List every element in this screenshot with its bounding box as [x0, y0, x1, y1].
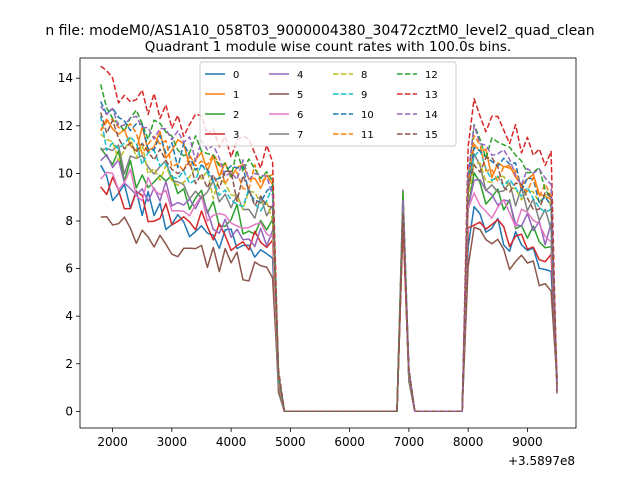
legend-label-14: 14: [425, 110, 438, 121]
axes-frame: [79, 57, 577, 429]
series-line-9: [99, 115, 558, 413]
x-tick-label: 4000: [216, 435, 247, 449]
series-line-4: [100, 153, 558, 413]
y-tick-label: 2: [65, 357, 73, 371]
legend-label-4: 4: [297, 70, 303, 81]
y-tick-label: 4: [65, 309, 73, 323]
chart-title: Quadrant 1 module wise count rates with …: [145, 39, 511, 55]
series-line-8: [100, 133, 558, 413]
series-layer: [99, 65, 558, 413]
y-tick-label: 0: [65, 404, 73, 418]
x-axis: 2000 3000 4000 5000 6000 7000 8000 9000: [97, 428, 543, 449]
series-line-5: [100, 202, 558, 413]
series-line-1: [100, 118, 558, 413]
legend-label-10: 10: [361, 110, 374, 121]
series-line-14: [100, 105, 558, 413]
legend-frame: [199, 61, 457, 147]
x-tick-label: 2000: [97, 435, 128, 449]
x-tick-label: 5000: [275, 435, 306, 449]
legend-label-1: 1: [233, 90, 239, 101]
legend-label-7: 7: [297, 130, 303, 141]
legend-label-5: 5: [297, 90, 303, 101]
legend-label-3: 3: [233, 130, 239, 141]
series-line-15: [99, 112, 558, 413]
y-tick-label: 14: [58, 71, 73, 85]
legend-label-15: 15: [425, 130, 438, 141]
legend-label-2: 2: [233, 110, 239, 121]
legend-label-8: 8: [361, 70, 367, 81]
series-line-7: [100, 144, 558, 413]
y-tick-label: 12: [58, 119, 73, 133]
y-axis: 0 2 4 6 8 10 12 14: [58, 71, 80, 418]
legend-label-6: 6: [297, 110, 303, 121]
legend-label-13: 13: [425, 90, 438, 101]
y-tick-label: 8: [65, 214, 73, 228]
series-line-3: [100, 176, 558, 413]
plot-area: [79, 57, 577, 429]
figure-suptitle: n file: modeM0/AS1A10_058T03_9000004380_…: [45, 23, 594, 39]
legend-label-11: 11: [361, 130, 374, 141]
x-tick-label: 8000: [453, 435, 484, 449]
legend-label-9: 9: [361, 90, 367, 101]
x-tick-label: 3000: [157, 435, 188, 449]
x-tick-label: 6000: [334, 435, 365, 449]
legend-label-0: 0: [233, 70, 239, 81]
y-tick-label: 6: [65, 262, 73, 276]
x-tick-label: 7000: [394, 435, 425, 449]
x-offset-label: +3.5897e8: [508, 454, 575, 468]
y-tick-label: 10: [58, 166, 73, 180]
legend-label-12: 12: [425, 70, 438, 81]
x-tick-label: 9000: [512, 435, 543, 449]
series-line-6: [100, 168, 558, 413]
